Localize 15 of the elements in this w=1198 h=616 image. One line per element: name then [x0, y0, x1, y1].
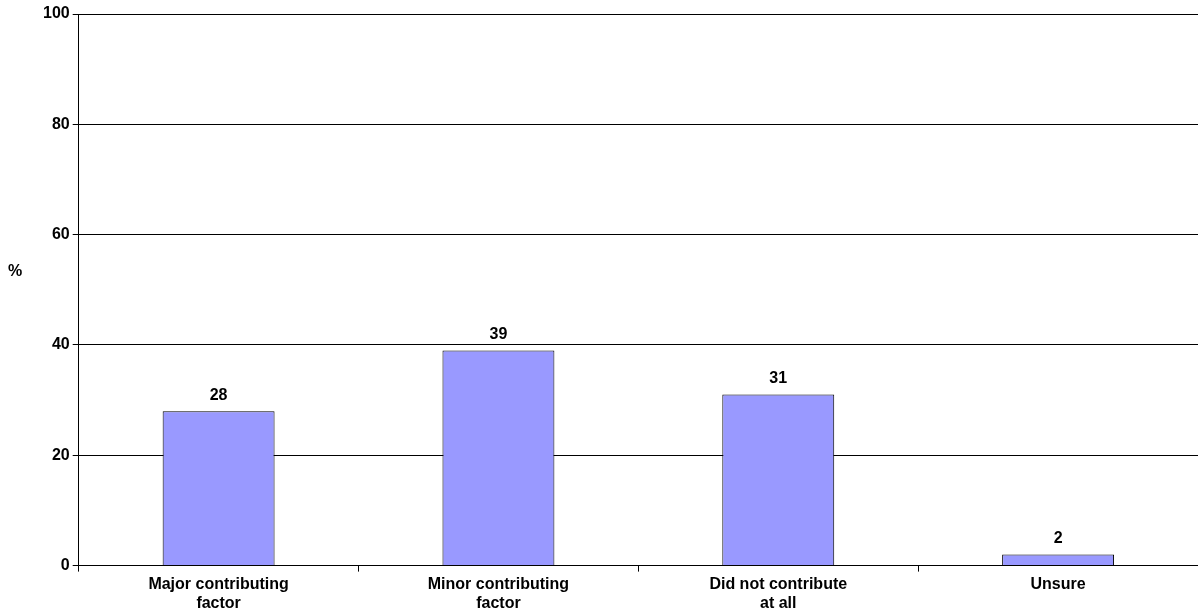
x-tick-label: Major contributing factor	[148, 574, 289, 611]
y-tick-label: 60	[51, 225, 70, 243]
data-label: 39	[489, 324, 508, 342]
y-tick-label: 20	[51, 445, 70, 463]
y-tick-label: 100	[42, 4, 70, 22]
x-tick-label: Did not contribute at all	[709, 574, 848, 611]
x-tick-label: Unsure	[1030, 574, 1086, 592]
y-tick-label: 0	[60, 556, 70, 574]
y-axis-title: %	[8, 262, 23, 280]
data-label: 28	[209, 385, 228, 403]
x-tick-label: Minor contributing factor	[427, 574, 570, 611]
y-tick-label: 40	[51, 335, 70, 353]
data-label: 2	[1053, 528, 1063, 546]
data-label: 31	[769, 369, 788, 387]
y-tick-label: 80	[51, 114, 70, 132]
